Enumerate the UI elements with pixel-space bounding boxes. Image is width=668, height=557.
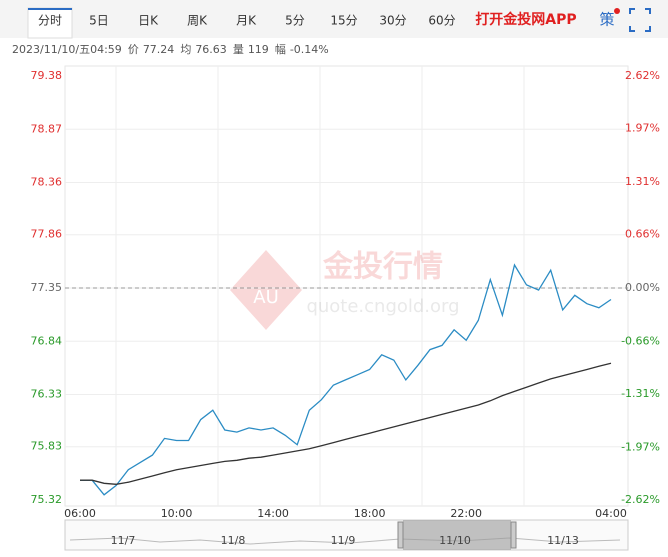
- app-link[interactable]: 打开金投网APP: [475, 11, 576, 28]
- plot-frame: [64, 65, 629, 507]
- series-line: [80, 263, 612, 496]
- info-range: -0.14%: [290, 43, 329, 56]
- tab[interactable]: 30分: [379, 14, 406, 28]
- tab[interactable]: 日K: [138, 14, 159, 28]
- y2-tick-label: 2.62%: [625, 69, 660, 82]
- tab[interactable]: 周K: [187, 14, 208, 28]
- y-tick-label: 75.83: [31, 440, 63, 453]
- watermark-name: 金投行情: [322, 250, 443, 285]
- active-tab-accent: [28, 8, 72, 10]
- info-avg: 76.63: [195, 43, 227, 56]
- info-vol: 119: [248, 43, 269, 56]
- watermark: AU 金投行情 quote.cngold.org: [230, 250, 460, 330]
- navigator-line: [69, 537, 621, 545]
- y-tick-label: 77.86: [31, 228, 63, 241]
- y2-tick-label: 1.31%: [625, 175, 660, 188]
- series-line: [80, 362, 612, 485]
- y-tick-label: 75.32: [31, 493, 63, 506]
- y2-tick-label: 1.97%: [625, 122, 660, 135]
- tab[interactable]: 60分: [428, 14, 455, 28]
- info-price: 77.24: [143, 43, 175, 56]
- x-tick-label: 06:00: [64, 507, 96, 520]
- y2-tick-label: -1.97%: [621, 440, 660, 453]
- x-tick-label: 10:00: [161, 507, 193, 520]
- navigator-label: 11/7: [111, 534, 136, 547]
- y2-tick-label: 0.00%: [625, 281, 660, 294]
- y-tick-label: 76.84: [31, 334, 63, 347]
- x-tick-label: 14:00: [257, 507, 289, 520]
- y2-tick-label: -0.66%: [621, 334, 660, 347]
- y-tick-label: 79.38: [31, 69, 63, 82]
- info-range-label: 幅: [275, 43, 286, 56]
- x-tick-label: 04:00: [595, 507, 627, 520]
- info-date: 2023/11/10/五04:59: [12, 43, 122, 56]
- info-price-label: 价: [128, 43, 139, 56]
- notify-dot: [614, 8, 620, 14]
- tab-bar: [0, 0, 668, 38]
- navigator-handle[interactable]: [510, 521, 517, 549]
- tab[interactable]: 月K: [236, 14, 257, 28]
- y-tick-label: 78.36: [31, 176, 63, 189]
- navigator-window[interactable]: [403, 520, 511, 550]
- x-tick-label: 22:00: [450, 507, 482, 520]
- strategy-button[interactable]: 策: [599, 11, 614, 29]
- navigator-label: 11/10: [439, 534, 471, 547]
- active-tab: [27, 7, 73, 39]
- v-grid: [115, 66, 525, 506]
- navigator-handle[interactable]: [397, 521, 404, 549]
- fullscreen-icon[interactable]: [629, 8, 651, 32]
- x-tick-label: 18:00: [354, 507, 386, 520]
- y2-tick-label: -2.62%: [621, 493, 660, 506]
- navigator-label: 11/13: [547, 534, 579, 547]
- navigator[interactable]: [64, 519, 629, 551]
- y-tick-label: 76.33: [31, 388, 63, 401]
- info-vol-label: 量: [233, 43, 244, 56]
- navigator-label: 11/9: [331, 534, 356, 547]
- y-tick-label: 77.35: [31, 281, 63, 294]
- tab[interactable]: 5分: [285, 14, 305, 28]
- y2-tick-label: -1.31%: [621, 387, 660, 400]
- tab[interactable]: 5日: [89, 14, 109, 28]
- y-tick-label: 78.87: [31, 122, 63, 135]
- y2-tick-label: 0.66%: [625, 228, 660, 241]
- tab[interactable]: 分时: [38, 14, 62, 28]
- navigator-label: 11/8: [221, 534, 246, 547]
- watermark-url: quote.cngold.org: [306, 296, 459, 317]
- tab[interactable]: 15分: [330, 14, 357, 28]
- watermark-logo: AU: [253, 287, 279, 308]
- info-avg-label: 均: [180, 43, 191, 56]
